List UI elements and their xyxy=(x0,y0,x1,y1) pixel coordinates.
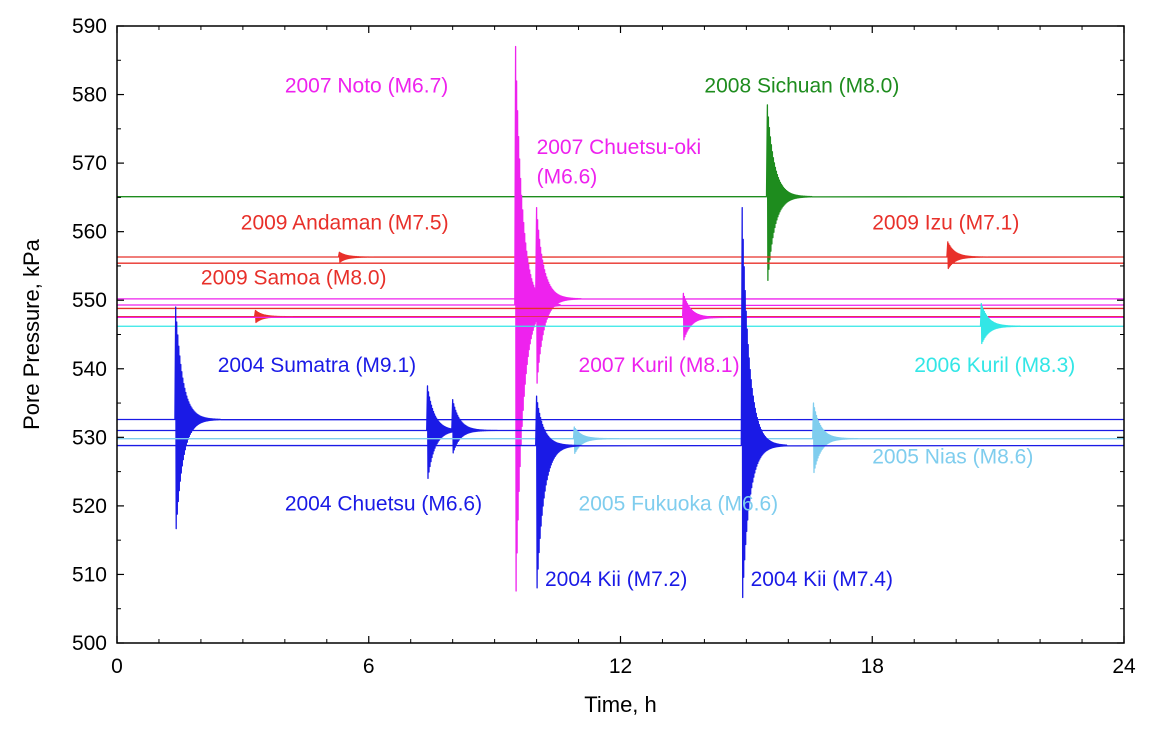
y-tick-label: 500 xyxy=(72,632,107,655)
event-annotation: 2006 Kuril (M8.3) xyxy=(914,354,1075,377)
y-tick-label: 550 xyxy=(72,289,107,312)
y-tick-label: 580 xyxy=(72,84,107,107)
x-tick-label: 24 xyxy=(1112,655,1136,678)
y-axis-label: Pore Pressure, kPa xyxy=(19,238,44,430)
y-tick-label: 560 xyxy=(72,221,107,244)
event-annotation: 2007 Noto (M6.7) xyxy=(285,74,448,97)
event-annotation: 2009 Samoa (M8.0) xyxy=(201,266,387,289)
trace-6 xyxy=(117,309,1125,324)
trace-7 xyxy=(117,292,1125,341)
trace-1 xyxy=(117,241,1125,270)
y-tick-label: 530 xyxy=(72,426,107,449)
traces xyxy=(117,45,1125,599)
trace-4 xyxy=(117,207,1125,384)
y-tick-label: 540 xyxy=(72,358,107,381)
y-axis: 500 510 520 530 540 550 560 570 580 590 xyxy=(72,15,1124,655)
plot-frame xyxy=(116,25,1125,644)
trace-8 xyxy=(117,302,1125,345)
y-tick-label: 590 xyxy=(72,15,107,38)
event-annotation: 2004 Sumatra (M9.1) xyxy=(218,354,416,377)
trace-10 xyxy=(117,385,1125,480)
event-annotation: 2007 Chuetsu-oki xyxy=(537,136,702,159)
event-annotation: 2007 Kuril (M8.1) xyxy=(579,354,740,377)
event-annotation: 2004 Chuetsu (M6.6) xyxy=(285,493,482,516)
x-tick-label: 6 xyxy=(363,655,375,678)
event-annotation: 2004 Kii (M7.2) xyxy=(545,568,687,591)
event-annotation: 2008 Sichuan (M8.0) xyxy=(704,74,899,97)
trace-12 xyxy=(117,207,1125,599)
trace-9 xyxy=(117,306,1125,530)
x-tick-label: 12 xyxy=(609,655,632,678)
event-annotation: 2009 Izu (M7.1) xyxy=(872,212,1019,235)
event-annotation: (M6.6) xyxy=(537,166,598,189)
annotations: 2008 Sichuan (M8.0) 2007 Noto (M6.7) 2007 … xyxy=(201,74,1075,591)
x-axis-label: Time, h xyxy=(584,692,657,717)
event-annotation: 2005 Nias (M8.6) xyxy=(872,445,1033,468)
trace-0 xyxy=(117,104,1125,281)
event-annotation: 2009 Andaman (M7.5) xyxy=(241,212,449,235)
event-annotation: 2004 Kii (M7.4) xyxy=(751,568,893,591)
x-axis: 0 6 12 18 24 xyxy=(111,26,1136,678)
x-tick-label: 0 xyxy=(111,655,123,678)
x-tick-label: 18 xyxy=(861,655,884,678)
trace-11 xyxy=(117,402,1125,474)
y-tick-label: 510 xyxy=(72,563,107,586)
event-annotation: 2005 Fukuoka (M6.6) xyxy=(579,493,779,516)
y-tick-label: 570 xyxy=(72,152,107,175)
y-tick-label: 520 xyxy=(72,495,107,518)
